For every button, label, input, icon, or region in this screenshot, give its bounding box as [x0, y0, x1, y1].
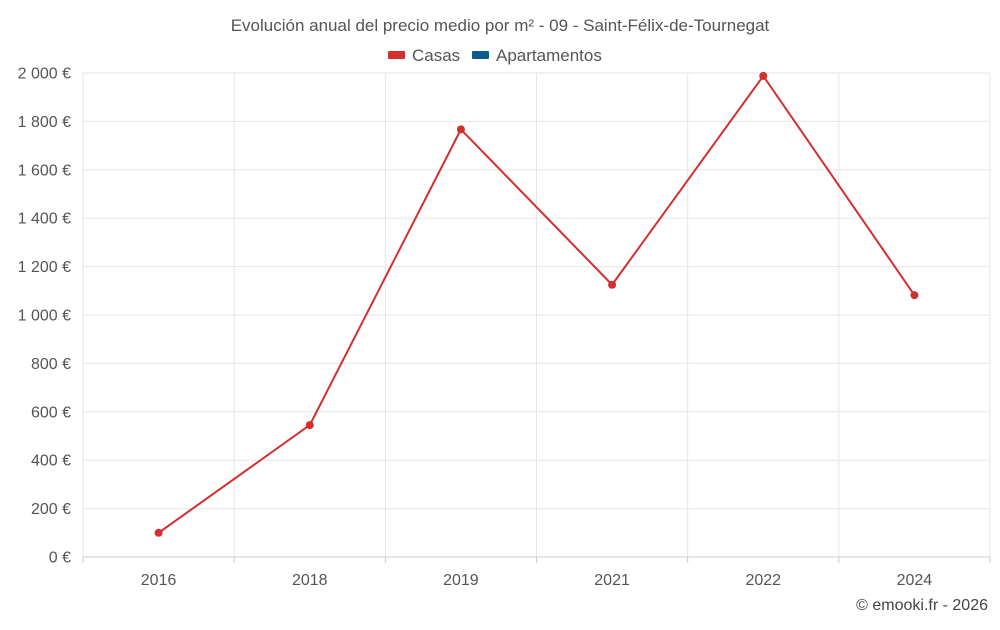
credit-text: © emooki.fr - 2026: [856, 597, 988, 614]
y-tick-label: 0 €: [49, 550, 71, 567]
legend: Casas Apartamentos: [388, 46, 602, 65]
data-point[interactable]: [305, 421, 314, 430]
legend-label-apartamentos: Apartamentos: [496, 46, 602, 65]
y-tick-label: 200 €: [31, 501, 71, 518]
y-tick-label: 1 400 €: [18, 211, 71, 228]
x-tick-label: 2019: [443, 572, 479, 589]
x-tick-label: 2022: [745, 572, 781, 589]
x-axis: 2016 2018 2019 2021 2022 2024: [82, 556, 991, 589]
x-tick-label: 2018: [292, 572, 328, 589]
y-tick-label: 1 000 €: [18, 308, 71, 325]
legend-label-casas: Casas: [412, 46, 460, 65]
y-axis: 0 € 200 € 400 € 600 € 800 € 1 000 € 1 200 € 1 4…: [18, 66, 71, 567]
y-tick-label: 2 000 €: [18, 66, 71, 83]
grid: [82, 72, 991, 557]
data-point[interactable]: [608, 280, 617, 289]
data-point[interactable]: [456, 125, 465, 134]
y-tick-label: 600 €: [31, 404, 71, 421]
y-tick-label: 800 €: [31, 356, 71, 373]
y-tick-label: 1 800 €: [18, 114, 71, 131]
legend-item-casas[interactable]: Casas: [388, 46, 460, 65]
data-point[interactable]: [910, 291, 919, 300]
x-tick-label: 2024: [897, 572, 933, 589]
data-point[interactable]: [154, 528, 163, 537]
data-point[interactable]: [759, 71, 768, 80]
chart-title: Evolución anual del precio medio por m² …: [231, 16, 770, 35]
legend-item-apartamentos[interactable]: Apartamentos: [472, 46, 602, 65]
y-tick-label: 1 200 €: [18, 259, 71, 276]
series-line: [158, 74, 916, 534]
y-tick-label: 1 600 €: [18, 162, 71, 179]
series-casas: [154, 71, 919, 537]
x-tick-label: 2016: [141, 572, 177, 589]
legend-swatch-casas: [388, 51, 405, 59]
y-tick-label: 400 €: [31, 453, 71, 470]
x-tick-label: 2021: [594, 572, 630, 589]
legend-swatch-apartamentos: [472, 51, 489, 59]
